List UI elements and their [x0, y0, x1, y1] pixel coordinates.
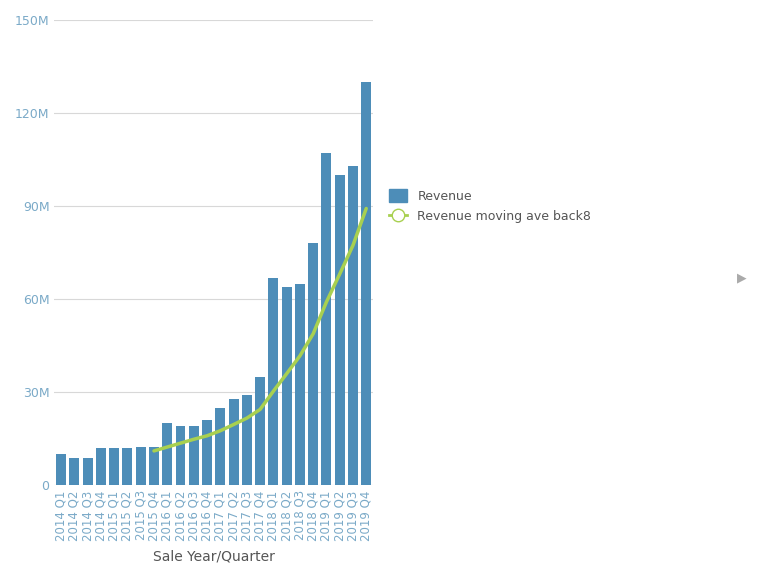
Bar — [255, 377, 265, 486]
Bar — [96, 448, 106, 486]
Bar — [69, 458, 79, 486]
Text: ▶: ▶ — [737, 271, 747, 284]
Bar — [122, 448, 132, 486]
Bar — [189, 427, 198, 486]
Bar — [149, 447, 159, 486]
Bar — [175, 427, 185, 486]
Bar — [348, 166, 358, 486]
Bar — [215, 408, 225, 486]
Bar — [268, 277, 278, 486]
Bar — [202, 420, 212, 486]
Bar — [295, 284, 305, 486]
Bar — [321, 153, 331, 486]
Bar — [228, 399, 238, 486]
Bar — [56, 454, 66, 486]
Bar — [162, 423, 172, 486]
Bar — [83, 458, 92, 486]
Bar — [281, 287, 291, 486]
Bar — [136, 447, 145, 486]
Bar — [361, 82, 371, 486]
Bar — [109, 448, 119, 486]
Legend: Revenue, Revenue moving ave back8: Revenue, Revenue moving ave back8 — [382, 183, 598, 229]
X-axis label: Sale Year/Quarter: Sale Year/Quarter — [153, 549, 275, 563]
Bar — [335, 175, 345, 486]
Bar — [308, 243, 318, 486]
Bar — [242, 395, 251, 486]
